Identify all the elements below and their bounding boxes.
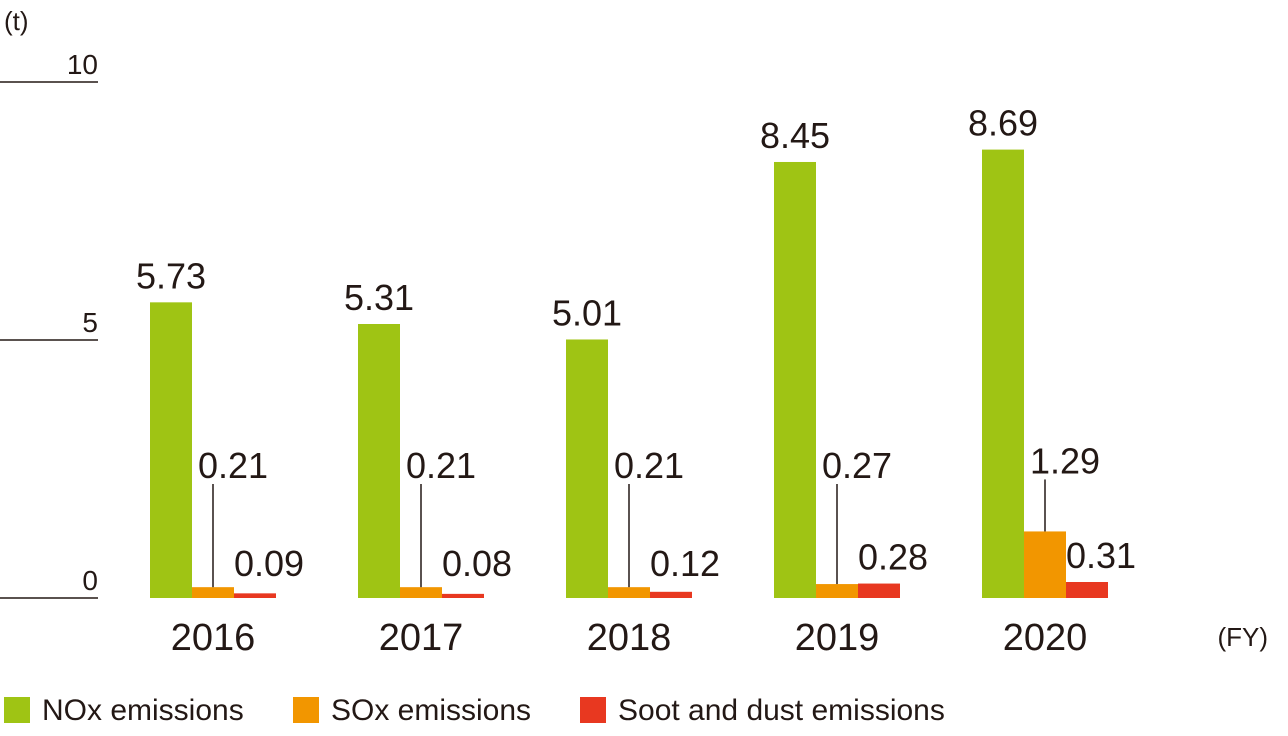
y-axis-ticks: 0 5 10 — [0, 49, 98, 599]
bar-soot-2020 — [1066, 582, 1108, 598]
data-label: 0.08 — [442, 543, 512, 584]
legend-label: NOx emissions — [42, 694, 244, 727]
x-category-label: 2020 — [1003, 617, 1088, 659]
data-label: 1.29 — [1030, 440, 1100, 481]
legend: NOx emissions SOx emissions Soot and dust … — [4, 694, 945, 727]
bar-soot-2016 — [234, 593, 276, 598]
x-category-label: 2019 — [795, 617, 880, 659]
y-tick-label: 5 — [82, 307, 98, 338]
bar-nox-2018 — [566, 339, 608, 598]
x-axis-unit: (FY) — [1217, 622, 1268, 652]
data-label: 0.09 — [234, 543, 304, 584]
bar-nox-2020 — [982, 149, 1024, 598]
bar-soot-2019 — [858, 583, 900, 598]
data-label: 0.28 — [858, 537, 928, 578]
data-label: 0.21 — [198, 445, 268, 486]
x-category-label: 2018 — [587, 617, 672, 659]
bar-sox-2020 — [1024, 531, 1066, 598]
legend-swatch — [293, 697, 319, 723]
legend-swatch — [4, 697, 30, 723]
bar-sox-2017 — [400, 587, 442, 598]
bars-group: 5.73 0.21 0.09 5.31 0.21 0.08 5.01 0.21 0.12 8.45… — [136, 103, 1136, 599]
x-category-label: 2016 — [171, 617, 256, 659]
x-category-label: 2017 — [379, 617, 464, 659]
data-label: 0.21 — [614, 445, 684, 486]
bar-sox-2019 — [816, 584, 858, 598]
data-label: 0.12 — [650, 543, 720, 584]
bar-nox-2019 — [774, 161, 816, 599]
data-label: 5.73 — [136, 255, 206, 296]
data-label: 0.21 — [406, 445, 476, 486]
data-label: 0.31 — [1066, 535, 1136, 576]
bar-nox-2017 — [358, 324, 400, 598]
legend-label: Soot and dust emissions — [618, 694, 945, 727]
data-label: 0.27 — [822, 445, 892, 486]
data-label: 8.45 — [760, 115, 830, 156]
bar-nox-2016 — [150, 302, 192, 598]
y-tick-label: 0 — [82, 565, 98, 596]
y-axis-unit: (t) — [4, 6, 29, 36]
data-label: 8.69 — [968, 103, 1038, 144]
y-tick-label: 10 — [67, 49, 98, 80]
bar-sox-2016 — [192, 587, 234, 598]
data-label: 5.01 — [552, 292, 622, 333]
bar-sox-2018 — [608, 587, 650, 598]
bar-soot-2018 — [650, 591, 692, 598]
bar-soot-2017 — [442, 593, 484, 598]
legend-label: SOx emissions — [331, 694, 531, 727]
legend-swatch — [580, 697, 606, 723]
data-label: 5.31 — [344, 277, 414, 318]
x-axis-categories: 2016 2017 2018 2019 2020 — [171, 617, 1088, 659]
